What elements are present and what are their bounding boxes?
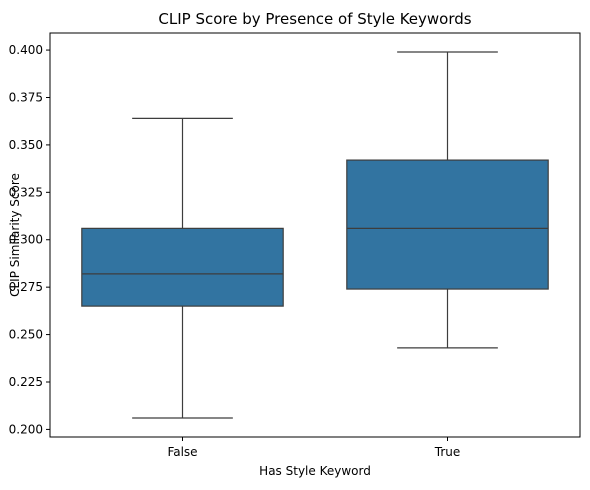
y-axis-label: CLIP Similarity Score [8, 173, 22, 297]
x-axis-label: Has Style Keyword [259, 464, 371, 478]
y-tick-label: 0.200 [9, 422, 43, 436]
y-tick-label: 0.250 [9, 328, 43, 342]
plot-frame [49, 32, 581, 438]
y-tick-label: 0.350 [9, 138, 43, 152]
plot-area [81, 51, 549, 419]
y-tick-label: 0.375 [9, 90, 43, 104]
box-false [81, 117, 284, 419]
y-tick-label: 0.225 [9, 375, 43, 389]
iqr-box [346, 159, 549, 290]
y-tick-label: 0.325 [9, 185, 43, 199]
x-tick-label: False [167, 445, 197, 459]
y-tick-label: 0.400 [9, 43, 43, 57]
box-true [346, 51, 549, 349]
chart-title: CLIP Score by Presence of Style Keywords [158, 10, 471, 28]
iqr-box [81, 227, 284, 307]
y-tick-label: 0.275 [9, 280, 43, 294]
y-tick-label: 0.300 [9, 233, 43, 247]
x-tick-label: True [434, 445, 461, 459]
